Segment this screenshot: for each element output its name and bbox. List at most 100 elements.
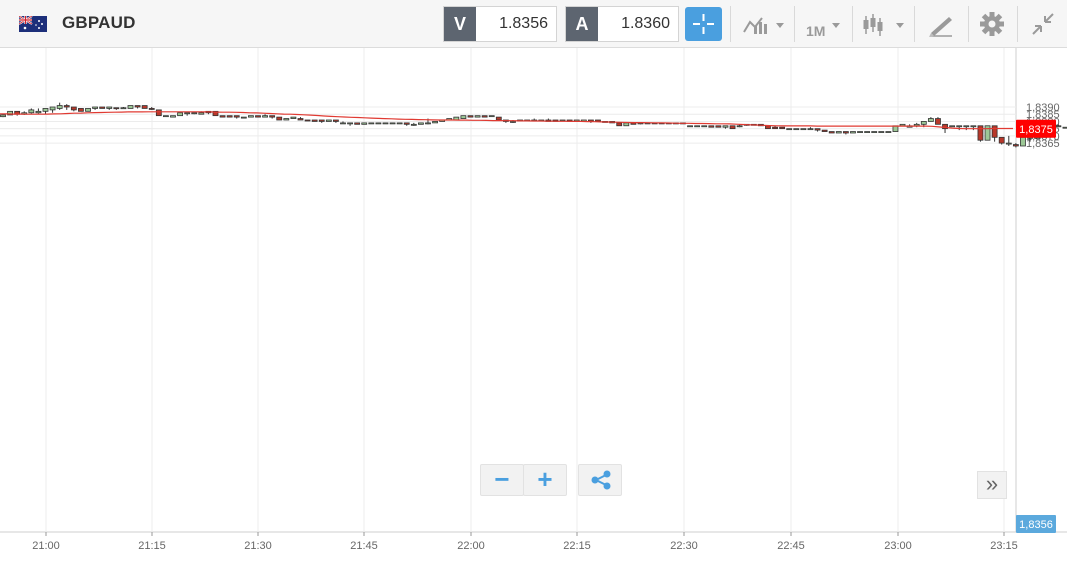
candle <box>297 117 304 121</box>
candle-body <box>694 125 701 128</box>
candle <box>163 115 169 118</box>
candle <box>333 119 339 123</box>
scroll-right-button[interactable]: » <box>977 471 1007 499</box>
candle-body <box>255 115 261 118</box>
candle <box>878 131 885 133</box>
candle <box>1062 126 1067 129</box>
candle <box>170 115 176 118</box>
candle-body <box>78 108 84 112</box>
candle-body <box>828 131 835 134</box>
chart-type-button[interactable] <box>740 6 790 42</box>
time-tick-label: 21:15 <box>138 540 166 552</box>
candle <box>835 131 842 134</box>
candle-body <box>786 128 793 131</box>
toolbar-separator <box>914 6 915 42</box>
candle <box>432 121 438 124</box>
candle <box>850 131 856 134</box>
candle-body <box>963 125 970 128</box>
chevron-down-icon <box>896 23 904 28</box>
candle-body <box>956 125 963 128</box>
share-icon <box>591 470 611 490</box>
share-button[interactable] <box>578 464 622 496</box>
candle-body <box>325 119 332 122</box>
candle-body <box>410 123 417 126</box>
candle-body <box>722 125 729 128</box>
candle-body <box>113 107 120 110</box>
candle <box>134 105 141 109</box>
current-price-label: 1,8375 <box>1019 124 1053 136</box>
candle-body <box>857 131 863 133</box>
candle <box>687 125 693 128</box>
candle <box>155 109 162 117</box>
time-tick-label: 23:00 <box>884 540 912 552</box>
candle <box>927 117 934 122</box>
candle-body <box>35 110 42 114</box>
candle <box>290 116 297 119</box>
timeframe-button[interactable]: 1M <box>800 6 850 42</box>
candle-body <box>333 119 339 122</box>
candle-body <box>1020 136 1026 147</box>
price-chart[interactable]: 21:00 21:15 21:30 21:45 22:00 22:15 22:30 22:45… <box>0 48 1067 566</box>
current-price-tag-bg <box>1016 119 1056 138</box>
zoom-out-button[interactable]: − <box>480 464 524 496</box>
toolbar-separator <box>1017 6 1018 42</box>
candle <box>616 122 623 127</box>
candle <box>1012 143 1019 148</box>
buy-price-box[interactable]: A 1.8360 <box>565 6 679 42</box>
toolbar-separator <box>730 6 731 42</box>
draw-tool-icon <box>929 17 952 37</box>
candle <box>403 122 410 126</box>
candle <box>807 127 814 131</box>
sell-price-box[interactable]: V 1.8356 <box>443 6 557 42</box>
moving-average-line <box>0 111 1013 130</box>
time-tick-label: 23:15 <box>990 540 1018 552</box>
candle-body <box>240 116 247 119</box>
collapse-icon <box>1032 13 1054 35</box>
gbp-aud-flag-icon <box>19 16 47 32</box>
collapse-button[interactable] <box>1025 6 1061 42</box>
candle-body <box>991 125 998 138</box>
candle <box>368 122 375 125</box>
candle-body <box>800 128 807 131</box>
candle-body <box>821 129 828 132</box>
candle <box>828 131 835 134</box>
candle <box>701 125 708 128</box>
candle-body <box>269 115 276 118</box>
candle <box>14 110 21 116</box>
candle-body <box>184 112 191 115</box>
candle <box>325 119 332 122</box>
plus-icon: + <box>537 464 553 494</box>
candle-body <box>56 105 63 109</box>
sell-tag: V <box>444 7 476 41</box>
candle-body <box>729 125 736 130</box>
buy-tag: A <box>566 7 598 41</box>
toolbar-separator <box>794 6 795 42</box>
candle-body <box>488 115 495 118</box>
candle-body <box>850 131 856 134</box>
candle-body <box>99 106 106 109</box>
candle-body <box>998 136 1005 144</box>
candle-body <box>871 131 878 133</box>
candle <box>120 107 127 110</box>
candle-body <box>708 125 715 128</box>
sell-price: 1.8356 <box>499 15 548 32</box>
chart-type-icon <box>743 17 767 34</box>
candle-body <box>736 125 743 128</box>
candle-body <box>807 128 814 131</box>
candle <box>141 105 148 109</box>
candle <box>28 108 35 114</box>
candle-style-button[interactable] <box>860 6 910 42</box>
zoom-in-button[interactable]: + <box>523 464 567 496</box>
candle <box>495 116 502 121</box>
candle-body <box>226 115 233 118</box>
candle-body <box>460 115 467 119</box>
candle <box>269 115 276 119</box>
last-price-tag-bg <box>1016 515 1056 533</box>
candle <box>148 107 155 110</box>
draw-tool-button[interactable] <box>924 6 958 42</box>
candle <box>779 126 786 130</box>
crosshair-button[interactable] <box>685 7 722 41</box>
candle-body <box>276 116 283 121</box>
settings-button[interactable] <box>975 6 1009 42</box>
candle <box>85 108 91 112</box>
